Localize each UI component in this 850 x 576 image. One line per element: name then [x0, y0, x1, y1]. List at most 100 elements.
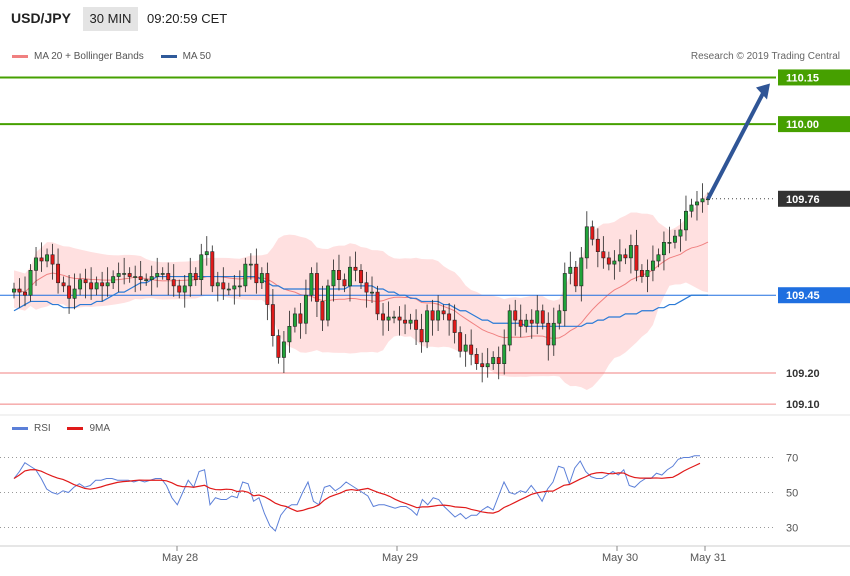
candle: [127, 273, 132, 277]
candle: [17, 288, 22, 293]
level-badge: [778, 69, 850, 86]
candle: [243, 263, 248, 287]
candle: [215, 282, 220, 287]
level-badge: [778, 396, 850, 413]
candle: [612, 260, 617, 265]
candle: [199, 254, 204, 280]
rsi-legend-label: RSI: [34, 423, 51, 434]
bb-swatch: [12, 54, 28, 58]
candle: [232, 285, 237, 290]
candle: [45, 254, 49, 262]
candle: [61, 282, 66, 287]
candle: [188, 273, 193, 287]
candle: [695, 201, 699, 206]
candle: [370, 291, 374, 294]
ma50-swatch: [160, 54, 177, 58]
candle: [430, 310, 435, 321]
candle: [463, 344, 468, 352]
candle: [138, 276, 143, 280]
candle: [83, 279, 88, 284]
candle: [672, 235, 677, 243]
forecast-arrow-head: [756, 83, 770, 100]
level-badge: [778, 365, 850, 381]
candle: [540, 310, 545, 324]
candle: [507, 310, 512, 346]
candle: [595, 238, 600, 252]
candle: [441, 310, 446, 315]
candle: [265, 273, 270, 305]
candle: [210, 251, 215, 287]
candle: [155, 273, 160, 277]
candle: [303, 294, 308, 324]
candle: [116, 273, 121, 277]
candle: [667, 242, 672, 244]
candle: [56, 263, 61, 284]
candle: [221, 282, 226, 290]
candle: [50, 254, 55, 265]
interval-badge[interactable]: 30 MIN: [83, 7, 138, 31]
candle: [458, 332, 463, 352]
candle: [502, 344, 507, 364]
candle: [320, 301, 325, 321]
level-badge: [778, 287, 850, 304]
candle: [160, 273, 165, 275]
level-label: 110.15: [786, 72, 819, 84]
candle: [601, 251, 606, 259]
candle: [403, 319, 408, 324]
candle: [34, 257, 38, 271]
x-tick-label: May 30: [602, 552, 638, 564]
credit-text: Research © 2019 Trading Central: [690, 51, 840, 62]
candle: [546, 322, 551, 346]
candle: [606, 257, 611, 265]
bollinger-band: [14, 191, 708, 391]
candle: [337, 270, 341, 280]
candle: [474, 354, 479, 364]
level-badge: [778, 190, 850, 207]
candle: [298, 313, 303, 324]
level-label: 110.00: [786, 119, 819, 131]
level-badge: [778, 116, 850, 133]
candle: [89, 282, 94, 290]
candle: [661, 242, 666, 256]
candle: [248, 263, 253, 266]
candle: [562, 273, 567, 312]
candle: [94, 282, 99, 290]
rsi-ma-swatch: [67, 426, 84, 430]
ma50-legend-label: MA 50: [182, 51, 211, 62]
candle: [292, 313, 297, 327]
timestamp: 09:20:59 CET: [147, 11, 228, 26]
rsi-tick-label: 50: [786, 488, 798, 500]
candle: [166, 273, 171, 280]
candle: [133, 276, 138, 278]
candle: [617, 254, 622, 262]
forecast-arrow-line: [706, 90, 766, 200]
bb-legend-label: MA 20 + Bollinger Bands: [34, 51, 144, 62]
candle: [314, 273, 319, 302]
candle: [628, 245, 633, 259]
candle: [204, 251, 209, 256]
chart-header: USD/JPY 30 MIN 09:20:59 CET: [0, 0, 850, 38]
candle: [568, 266, 573, 274]
candle: [276, 335, 281, 358]
candle: [23, 291, 27, 296]
candle: [392, 316, 396, 319]
candle: [72, 288, 77, 299]
level-label: 109.45: [786, 290, 820, 302]
level-label: 109.76: [786, 194, 820, 206]
candle: [111, 276, 116, 284]
candle: [419, 329, 424, 343]
candle: [469, 344, 474, 355]
x-tick-label: May 31: [690, 552, 726, 564]
candle: [551, 322, 556, 346]
candle: [177, 285, 182, 293]
candle: [122, 273, 127, 275]
candle: [452, 319, 457, 333]
rsi-tick-label: 30: [786, 523, 798, 535]
candle: [105, 282, 110, 287]
candle: [639, 270, 644, 277]
rsi-legend: RSI 9MA: [12, 423, 110, 434]
level-label: 109.20: [786, 368, 820, 380]
candle: [535, 310, 540, 324]
candle: [590, 226, 595, 240]
